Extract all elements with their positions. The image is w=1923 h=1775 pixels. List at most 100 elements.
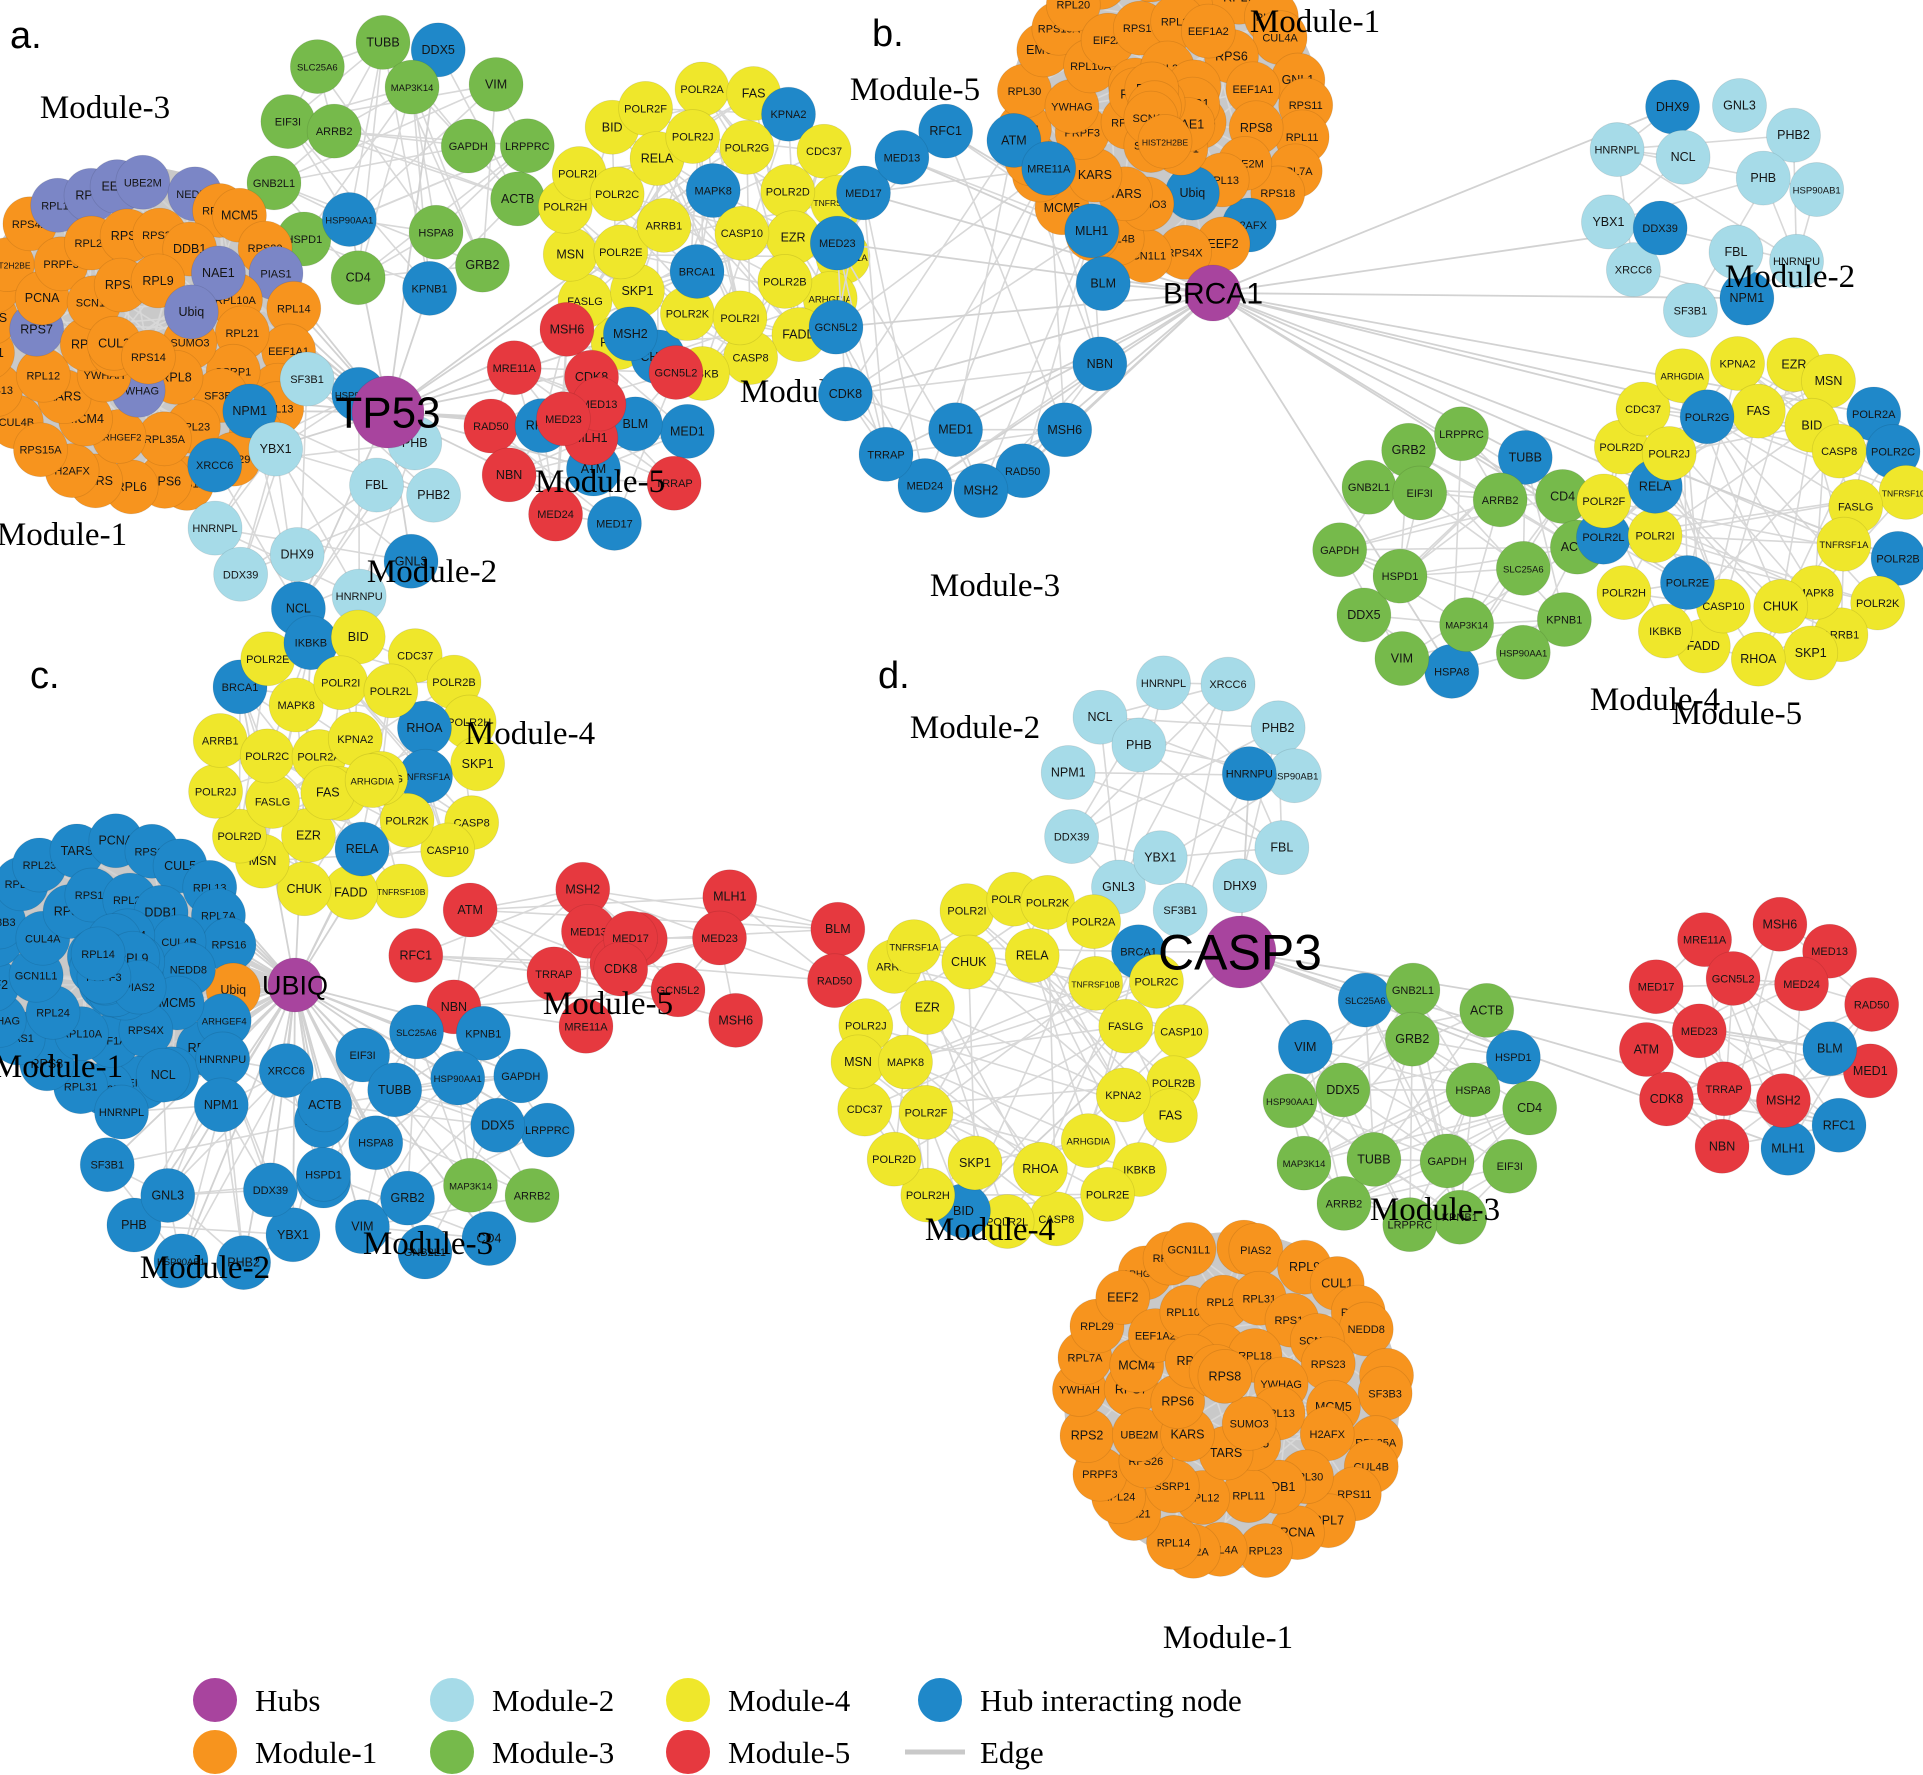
node-circle-gcn5l2[interactable]: [808, 299, 864, 355]
node-hspa8[interactable]: HSPA8: [1424, 643, 1480, 699]
node-circle-hspd1[interactable]: [1485, 1029, 1541, 1085]
node-rela[interactable]: RELA: [1004, 928, 1060, 984]
node-gnl3[interactable]: GNL3: [1712, 78, 1767, 133]
node-polr2f[interactable]: POLR2F: [618, 80, 673, 136]
node-rfc1[interactable]: RFC1: [918, 103, 974, 159]
node-polr2a[interactable]: POLR2A: [674, 61, 730, 117]
node-circle-mre11a[interactable]: [1021, 140, 1077, 196]
node-rpl11[interactable]: RPL11: [1221, 1468, 1277, 1524]
node-circle-hist2h2be[interactable]: [1137, 114, 1193, 169]
node-phb[interactable]: PHB: [1111, 717, 1167, 773]
node-circle-eef1a2[interactable]: [1180, 3, 1236, 59]
node-circle-grb2[interactable]: [380, 1170, 435, 1226]
node-circle-sumo3[interactable]: [1221, 1396, 1277, 1451]
node-msh2[interactable]: MSH2: [555, 861, 611, 917]
node-rps23[interactable]: RPS23: [1300, 1336, 1356, 1392]
node-circle-polr2f[interactable]: [1576, 473, 1632, 529]
node-ubiq[interactable]: Ubiq: [163, 284, 219, 340]
node-msh6[interactable]: MSH6: [708, 992, 764, 1048]
node-brca1[interactable]: BRCA1: [669, 244, 725, 299]
node-circle-gnb2l1[interactable]: [246, 155, 302, 211]
node-circle-casp10[interactable]: [714, 205, 770, 261]
node-circle-trrap[interactable]: [646, 455, 702, 511]
node-arrb1[interactable]: ARRB1: [192, 713, 248, 768]
node-xrcc6[interactable]: XRCC6: [1606, 242, 1661, 298]
node-lrpprc[interactable]: LRPPRC: [519, 1102, 575, 1158]
node-hnrnpl[interactable]: HNRNPL: [1589, 122, 1645, 177]
node-circle-ybx1[interactable]: [265, 1207, 321, 1263]
node-hnrnpu[interactable]: HNRNPU: [1769, 233, 1824, 289]
node-circle-map3k14[interactable]: [443, 1157, 498, 1213]
node-circle-gnl3[interactable]: [140, 1168, 196, 1223]
node-mlh1[interactable]: MLH1: [1760, 1120, 1816, 1176]
node-eif3i[interactable]: EIF3I: [335, 1027, 390, 1083]
node-circle-gcn5l2[interactable]: [648, 345, 704, 400]
node-circle-vim[interactable]: [468, 57, 524, 112]
node-hsp90aa1[interactable]: HSP90AA1: [1262, 1073, 1318, 1129]
node-msn[interactable]: MSN: [830, 1034, 886, 1090]
node-circle-tubb[interactable]: [1497, 430, 1553, 485]
node-circle-trrap[interactable]: [1696, 1061, 1752, 1117]
node-ybx1[interactable]: YBX1: [265, 1207, 321, 1263]
node-circle-ikbkb[interactable]: [1637, 603, 1693, 659]
node-circle-xrcc6[interactable]: [258, 1043, 314, 1098]
node-circle-polr2e[interactable]: [1080, 1166, 1135, 1222]
node-circle-polr2h[interactable]: [1596, 565, 1652, 621]
node-ddx5[interactable]: DDX5: [1336, 587, 1392, 643]
node-kpna2[interactable]: KPNA2: [761, 86, 816, 142]
node-circle-chuk[interactable]: [1753, 579, 1809, 634]
node-circle-gnl3[interactable]: [1712, 78, 1767, 133]
node-circle-rps15[interactable]: [1124, 0, 1178, 3]
node-slc25a6[interactable]: SLC25A6: [289, 39, 345, 94]
node-phb[interactable]: PHB: [1735, 150, 1791, 206]
node-hspd1[interactable]: HSPD1: [1485, 1029, 1541, 1085]
node-rpl35a[interactable]: RPL35A: [137, 411, 192, 467]
node-arrb2[interactable]: ARRB2: [1472, 472, 1528, 528]
node-circle-tnfrsf10b[interactable]: [1878, 464, 1923, 520]
node-gapdh[interactable]: GAPDH: [1419, 1133, 1475, 1189]
node-dhx9[interactable]: DHX9: [269, 527, 325, 582]
node-polr2i[interactable]: POLR2I: [712, 290, 768, 346]
node-rad50[interactable]: RAD50: [995, 443, 1051, 499]
node-med24[interactable]: MED24: [1774, 956, 1829, 1012]
node-cd4[interactable]: CD4: [1535, 469, 1590, 524]
node-circle-grb2[interactable]: [1384, 1011, 1440, 1067]
node-hist2h2be[interactable]: HIST2H2BE: [1137, 114, 1193, 169]
node-circle-eef2[interactable]: [1095, 1270, 1151, 1325]
node-circle-casp10[interactable]: [420, 822, 476, 878]
node-circle-polr2f[interactable]: [898, 1085, 954, 1140]
node-rad50[interactable]: RAD50: [1844, 977, 1900, 1032]
node-hspd1[interactable]: HSPD1: [1372, 548, 1428, 604]
node-circle-kpnb1[interactable]: [402, 260, 457, 316]
node-tubb[interactable]: TUBB: [367, 1062, 423, 1118]
node-map3k14[interactable]: MAP3K14: [1439, 597, 1495, 653]
node-circle-gcn1l1[interactable]: [1161, 1222, 1217, 1277]
node-cdk8[interactable]: CDK8: [1639, 1071, 1694, 1127]
node-circle-hspd1[interactable]: [1372, 548, 1428, 604]
node-rhoa[interactable]: RHOA: [397, 700, 452, 756]
node-ncl[interactable]: NCL: [1072, 689, 1128, 745]
node-tnfrsf10b[interactable]: TNFRSF10B: [1878, 464, 1923, 520]
node-arhgdia[interactable]: ARHGDIA: [1060, 1113, 1116, 1169]
node-circle-tubb[interactable]: [1346, 1132, 1402, 1187]
node-phb2[interactable]: PHB2: [1250, 700, 1306, 756]
node-circle-polr2d[interactable]: [866, 1131, 922, 1187]
node-grb2[interactable]: GRB2: [455, 237, 510, 293]
node-circle-sf3b1[interactable]: [1663, 282, 1718, 338]
node-trrap[interactable]: TRRAP: [858, 426, 914, 482]
node-blm[interactable]: BLM: [1075, 256, 1131, 312]
node-rhoa[interactable]: RHOA: [1730, 631, 1786, 687]
node-npm1[interactable]: NPM1: [222, 383, 278, 439]
node-med24[interactable]: MED24: [528, 486, 583, 542]
node-med23[interactable]: MED23: [536, 391, 591, 447]
node-sf3b1[interactable]: SF3B1: [279, 351, 335, 407]
node-gcn5l2[interactable]: GCN5L2: [650, 962, 706, 1018]
node-circle-ubiq[interactable]: [163, 284, 219, 340]
node-circle-cdc37[interactable]: [796, 123, 852, 179]
node-actb[interactable]: ACTB: [1459, 983, 1515, 1038]
node-ikbkb[interactable]: IKBKB: [1637, 603, 1693, 659]
node-tubb[interactable]: TUBB: [1497, 430, 1553, 485]
node-polr2g[interactable]: POLR2G: [719, 119, 775, 175]
node-hnrnpu[interactable]: HNRNPU: [195, 1031, 251, 1087]
node-circle-eif3i[interactable]: [1392, 465, 1448, 521]
